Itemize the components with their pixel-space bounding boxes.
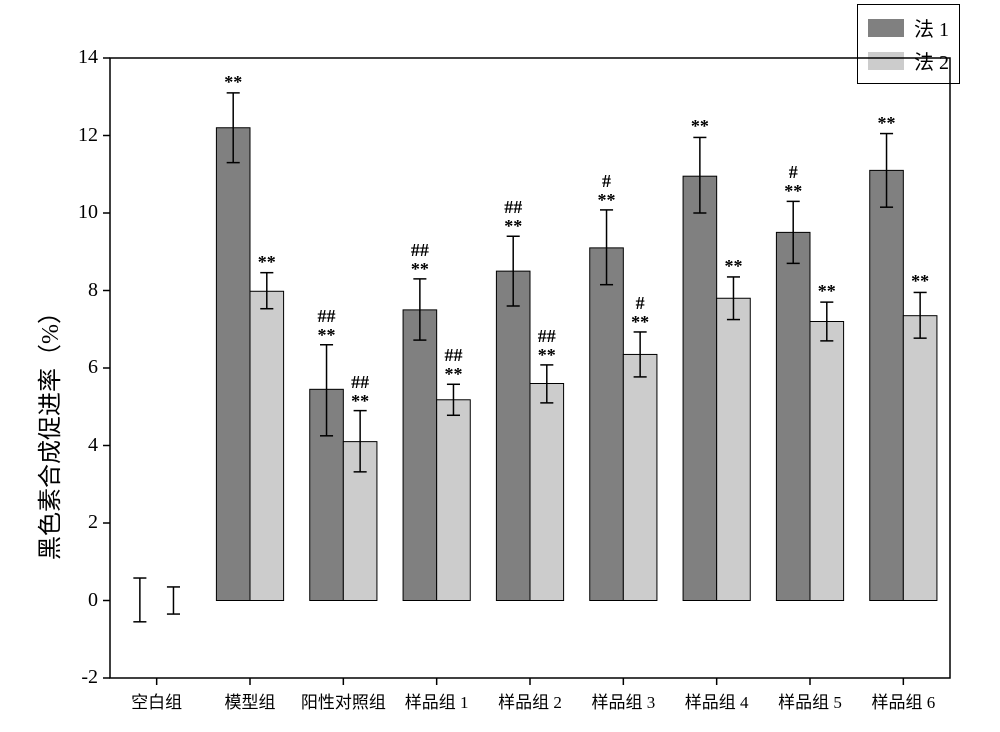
significance-marker: ** [242, 253, 292, 272]
y-tick-label: 10 [58, 201, 98, 224]
y-tick-label: 6 [58, 356, 98, 379]
significance-marker: ##** [302, 307, 352, 345]
y-tick-label: 8 [58, 279, 98, 302]
significance-marker: ** [862, 114, 912, 133]
x-tick-label: 样品组 4 [667, 688, 767, 713]
y-tick-label: -2 [58, 666, 98, 689]
x-tick-label: 样品组 2 [480, 688, 580, 713]
bar-chart: 法 1 法 2 黑色素合成促进率（%） -202468101214 空白组模型组… [0, 0, 1000, 732]
y-tick-label: 0 [58, 589, 98, 612]
significance-marker: ##** [335, 373, 385, 411]
significance-marker: ** [208, 73, 258, 92]
legend-item-1: 法 1 [868, 11, 949, 44]
significance-marker: #** [582, 172, 632, 210]
legend-swatch-1 [868, 19, 904, 37]
significance-marker: ##** [522, 327, 572, 365]
significance-marker: ** [802, 282, 852, 301]
plot-svg [110, 58, 950, 678]
significance-marker: ** [895, 272, 945, 291]
x-tick-label: 阳性对照组 [293, 688, 393, 713]
significance-marker: #** [768, 163, 818, 201]
significance-marker: ##** [395, 241, 445, 279]
significance-marker: ** [708, 257, 758, 276]
x-tick-label: 模型组 [200, 688, 300, 713]
x-tick-label: 空白组 [107, 688, 207, 713]
plot-area [110, 58, 950, 678]
significance-marker: ##** [488, 198, 538, 236]
y-tick-label: 14 [58, 46, 98, 69]
significance-marker: #** [615, 294, 665, 332]
significance-marker: ** [675, 117, 725, 136]
x-tick-label: 样品组 6 [853, 688, 953, 713]
y-tick-label: 4 [58, 434, 98, 457]
significance-marker: ##** [428, 346, 478, 384]
x-tick-label: 样品组 1 [387, 688, 487, 713]
y-tick-label: 2 [58, 511, 98, 534]
x-tick-label: 样品组 5 [760, 688, 860, 713]
x-tick-label: 样品组 3 [573, 688, 673, 713]
legend-label-1: 法 1 [914, 13, 949, 42]
y-tick-label: 12 [58, 124, 98, 147]
